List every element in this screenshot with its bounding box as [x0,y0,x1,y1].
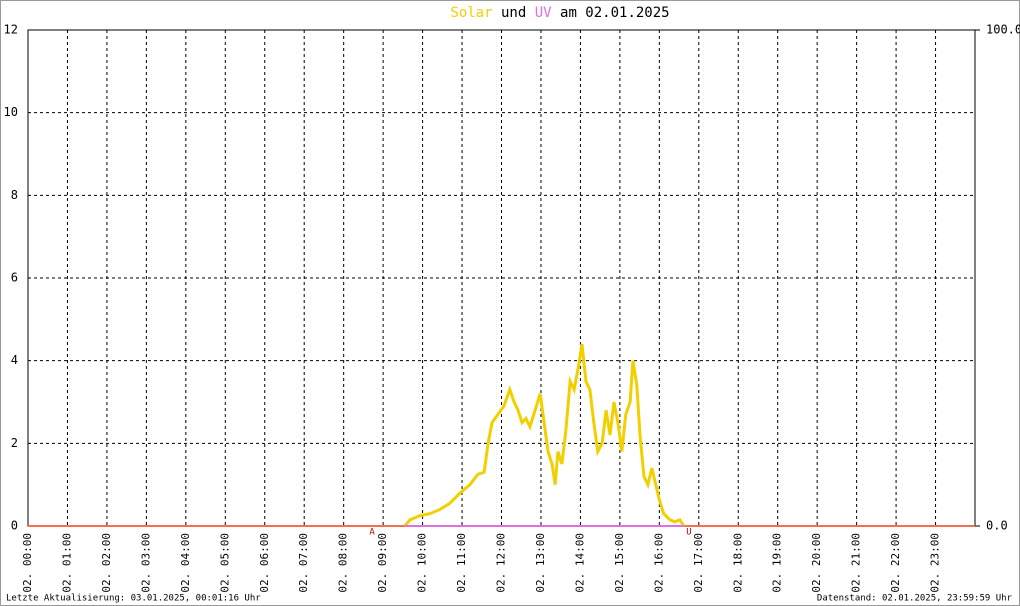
x-tick-label: 02. 07:00 [297,533,310,593]
x-tick-label: 02. 21:00 [850,533,863,593]
title-uv: UV [535,5,552,21]
title-joiner: und [501,5,526,21]
series-line [403,343,686,527]
x-tick-label: 02. 12:00 [495,533,508,593]
x-tick-label: 02. 02:00 [100,533,113,593]
x-tick-label: 02. 03:00 [139,533,152,593]
x-tick-label: 02. 15:00 [613,533,626,593]
x-tick-label: 02. 16:00 [652,533,665,593]
x-tick-label: 02. 00:00 [21,533,34,593]
annotation: U [686,528,691,538]
y-tick-label: 4 [11,353,18,367]
x-tick-label: 02. 09:00 [376,533,389,593]
x-tick-label: 02. 05:00 [218,533,231,593]
y2-tick-label: 100.0 [986,23,1020,37]
x-tick-label: 02. 08:00 [337,533,350,593]
y-tick-label: 0 [11,519,18,533]
x-tick-label: 02. 13:00 [534,533,547,593]
footer-right: Datenstand: 02.01.2025, 23:59:59 Uhr [817,594,1013,604]
title-suffix: am 02.01.2025 [560,5,670,21]
title-solar: Solar [450,5,492,21]
y-tick-label: 10 [4,105,18,119]
x-tick-label: 02. 18:00 [731,533,744,593]
x-tick-label: 02. 23:00 [929,533,942,593]
footer-left: Letzte Aktualisierung: 03.01.2025, 00:01… [6,594,261,604]
chart-title: Solar und UV am 02.01.2025 [450,5,669,21]
x-tick-label: 02. 14:00 [573,533,586,593]
x-tick-label: 02. 11:00 [455,533,468,593]
x-tick-label: 02. 01:00 [60,533,73,593]
x-tick-label: 02. 04:00 [179,533,192,593]
y2-tick-label: 0.0 [986,519,1008,533]
y-tick-label: 12 [4,23,18,37]
annotation: A [369,528,375,538]
x-tick-label: 02. 06:00 [258,533,271,593]
y-tick-label: 2 [11,436,18,450]
x-tick-label: 02. 19:00 [771,533,784,593]
x-tick-label: 02. 17:00 [692,533,705,593]
x-tick-label: 02. 10:00 [416,533,429,593]
x-tick-label: 02. 20:00 [810,533,823,593]
y-tick-label: 8 [11,188,18,202]
x-tick-label: 02. 22:00 [889,533,902,593]
y-tick-label: 6 [11,271,18,285]
